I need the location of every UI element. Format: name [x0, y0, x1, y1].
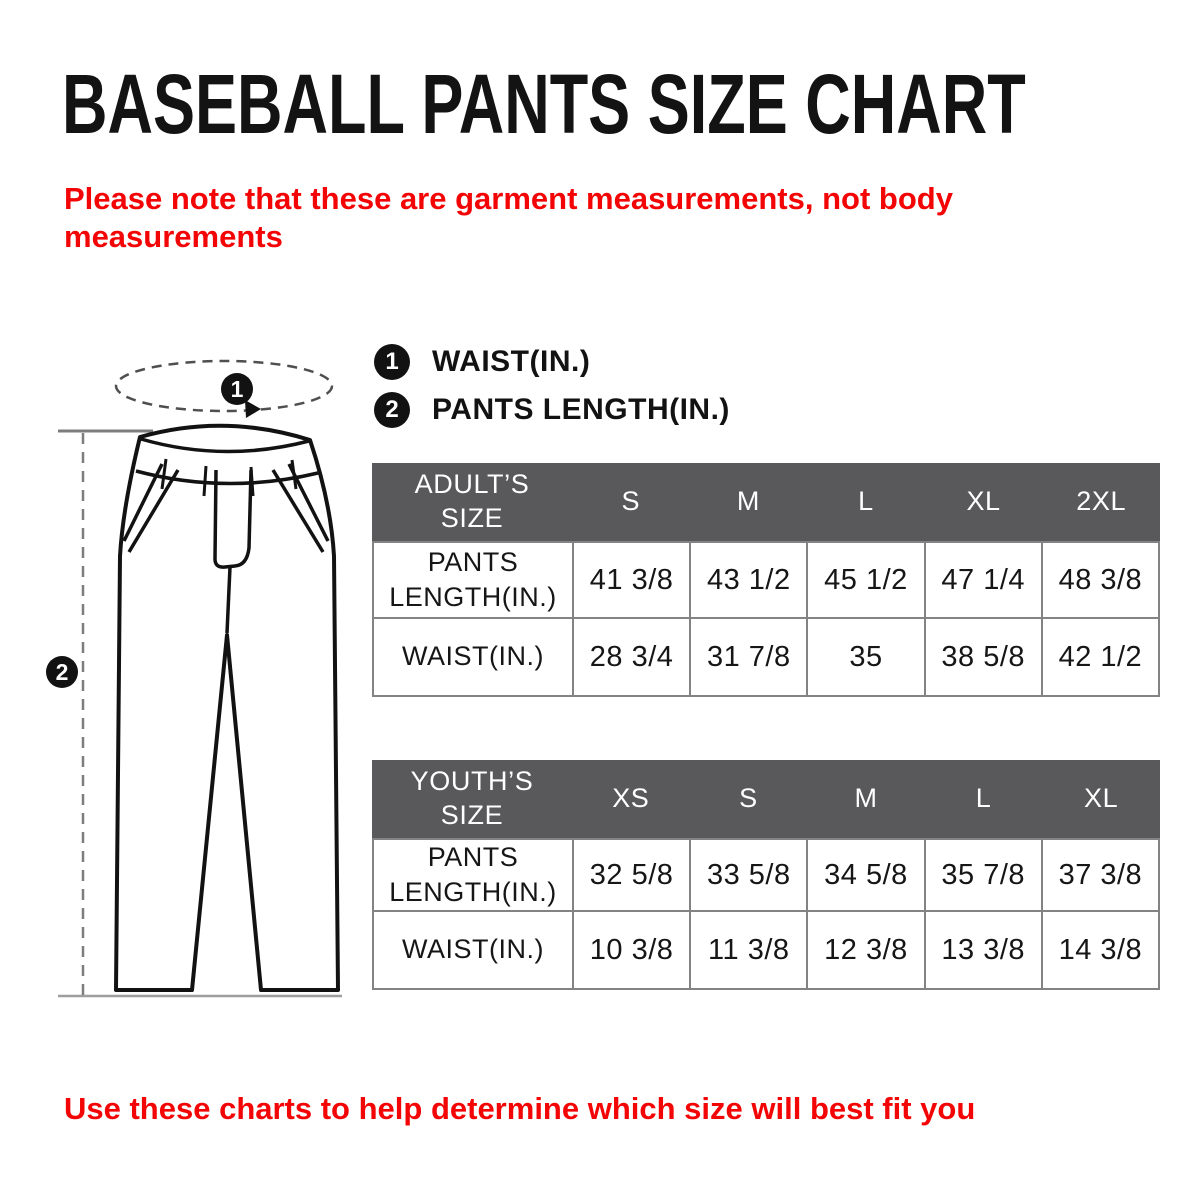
youth-header-s: S	[739, 783, 758, 814]
table-cell: 11 3/8	[689, 910, 807, 988]
youth-header-l: L	[975, 783, 992, 814]
waist-callout-badge	[221, 373, 253, 405]
belt-loop	[160, 458, 168, 490]
legend-badge-2: 2	[374, 392, 410, 428]
left-pocket-line	[127, 469, 180, 553]
table-cell: 42 1/2	[1040, 617, 1158, 695]
youth-table-header: YOUTH’S SIZE XS S M L XL	[372, 760, 1160, 838]
garment-measurement-note: Please note that these are garment measu…	[64, 180, 953, 256]
legend-label-waist: WAIST(IN.)	[432, 345, 591, 378]
adult-header-2xl: 2XL	[1076, 486, 1127, 517]
pants-drawing: 1 2	[46, 359, 342, 998]
adult-waist-label: WAIST(IN.)	[374, 617, 572, 695]
table-cell: 47 1/4	[923, 543, 1041, 617]
adult-table-header: ADULT’S SIZE S M L XL 2XL	[372, 463, 1160, 541]
adult-header-l: L	[858, 486, 874, 517]
fly-placket	[213, 469, 253, 569]
table-cell: 45 1/2	[806, 543, 923, 617]
waist-dashed-ellipse	[114, 359, 334, 413]
waist-callout-number: 1	[231, 376, 244, 402]
table-cell: 32 5/8	[572, 840, 689, 910]
adult-header-m: M	[736, 486, 760, 517]
length-callout-number: 2	[56, 659, 69, 685]
youth-table-body: PANTS LENGTH(IN.) 32 5/8 33 5/8 34 5/8 3…	[372, 838, 1160, 990]
crotch-seam	[225, 566, 232, 634]
table-cell: 37 3/8	[1040, 840, 1158, 910]
adult-header-size: ADULT’S SIZE	[414, 469, 530, 533]
youth-pants-length-label: PANTS LENGTH(IN.)	[389, 841, 557, 907]
table-cell: 43 1/2	[689, 543, 806, 617]
legend-item-pants-length: 2 PANTS LENGTH(IN.)	[374, 392, 730, 428]
belt-loop	[202, 465, 208, 497]
adult-header-xl: XL	[966, 486, 1001, 517]
ellipse-arrowhead-icon	[245, 400, 261, 418]
measurement-legend: 1 WAIST(IN.) 2 PANTS LENGTH(IN.)	[374, 344, 730, 440]
table-cell: 28 3/4	[572, 617, 690, 695]
table-cell: 38 5/8	[923, 617, 1041, 695]
note-line-2: measurements	[64, 219, 283, 254]
table-cell: 31 7/8	[689, 617, 807, 695]
youth-header-xl: XL	[1084, 783, 1119, 814]
table-cell: 13 3/8	[923, 910, 1041, 988]
table-cell: 41 3/8	[572, 543, 689, 617]
adult-size-table: ADULT’S SIZE S M L XL 2XL PANTS LENGTH(I…	[372, 463, 1160, 697]
adult-header-s: S	[621, 486, 641, 517]
legend-label-pants-length: PANTS LENGTH(IN.)	[432, 393, 730, 426]
table-cell: 34 5/8	[806, 840, 923, 910]
waistband-opening-arc	[140, 437, 310, 454]
youth-waist-label: WAIST(IN.)	[374, 910, 572, 988]
left-pocket-line	[122, 463, 164, 542]
table-cell: 14 3/8	[1040, 910, 1158, 988]
legend-item-waist: 1 WAIST(IN.)	[374, 344, 730, 380]
table-cell: 48 3/8	[1040, 543, 1158, 617]
pants-diagram: 1 2	[40, 340, 360, 1012]
table-cell: 33 5/8	[689, 840, 806, 910]
right-pocket-line	[287, 463, 330, 542]
table-cell: 10 3/8	[572, 910, 690, 988]
footer-note: Use these charts to help determine which…	[64, 1091, 976, 1126]
youth-size-table: YOUTH’S SIZE XS S M L XL PANTS LENGTH(IN…	[372, 760, 1160, 990]
pants-outline	[114, 423, 340, 992]
table-cell: 12 3/8	[806, 910, 924, 988]
youth-header-size: YOUTH’S SIZE	[410, 766, 534, 830]
adult-pants-length-label: PANTS LENGTH(IN.)	[389, 546, 557, 612]
adult-table-body: PANTS LENGTH(IN.) 41 3/8 43 1/2 45 1/2 4…	[372, 541, 1160, 697]
page-title: BASEBALL PANTS SIZE CHART	[62, 57, 1026, 151]
table-cell: 35	[806, 617, 924, 695]
youth-header-xs: XS	[612, 783, 650, 814]
right-pocket-line	[271, 469, 325, 553]
note-line-1: Please note that these are garment measu…	[64, 181, 953, 216]
table-cell: 35 7/8	[923, 840, 1041, 910]
length-callout-badge	[46, 656, 78, 688]
youth-header-m: M	[854, 783, 878, 814]
legend-badge-1: 1	[374, 344, 410, 380]
